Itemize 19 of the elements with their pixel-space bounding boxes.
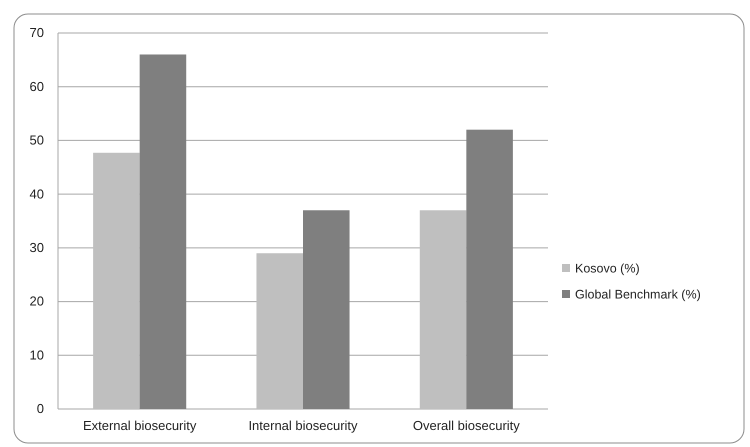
bar: [420, 210, 466, 409]
y-tick-label: 20: [30, 294, 44, 309]
y-tick-label: 10: [30, 347, 44, 362]
bar: [466, 130, 513, 409]
y-tick-label: 50: [30, 132, 44, 148]
y-tick-label: 30: [30, 240, 44, 256]
bar: [140, 54, 186, 409]
bar: [93, 152, 140, 409]
legend-label: Global Benchmark (%): [575, 288, 701, 302]
bar: [256, 253, 303, 409]
y-tick-label: 60: [30, 78, 44, 94]
x-tick-label: External biosecurity: [82, 418, 197, 434]
y-tick-label: 0: [36, 401, 44, 416]
legend-label: Kosovo (%): [575, 262, 640, 276]
x-tick-label: Overall biosecurity: [412, 418, 520, 434]
y-tick-label: 70: [30, 25, 44, 40]
bar: [303, 210, 350, 409]
y-tick-label: 40: [30, 186, 44, 202]
x-tick-label: Internal biosecurity: [248, 418, 358, 434]
